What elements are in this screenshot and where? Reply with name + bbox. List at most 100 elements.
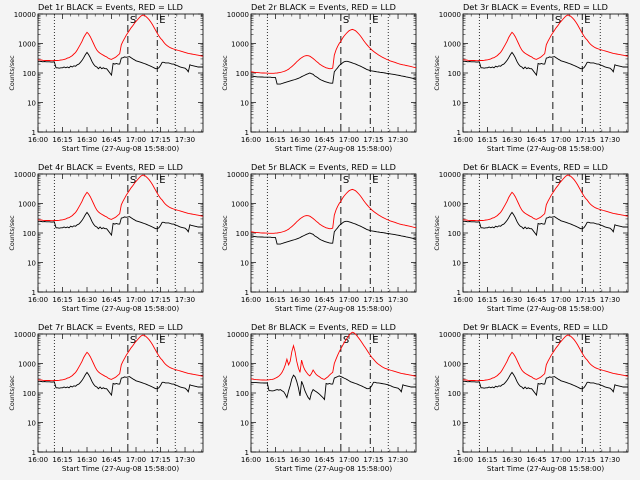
x-tick-label: 16:30 xyxy=(290,296,310,304)
x-tick-label: 16:15 xyxy=(477,296,497,304)
y-tick-label: 10000 xyxy=(439,11,461,19)
y-tick-label: 100 xyxy=(236,70,249,78)
y-tick-label: 10000 xyxy=(439,331,461,339)
x-axis-label: Start Time (27-Aug-08 15:58:00) xyxy=(487,144,604,153)
x-tick-label: 16:45 xyxy=(314,296,334,304)
y-tick-label: 10000 xyxy=(14,331,36,339)
x-tick-label: 17:15 xyxy=(575,456,595,464)
y-axis-label: Counts/sec xyxy=(433,215,441,251)
y-tick-label: 1 xyxy=(32,129,36,137)
y-tick-label: 1000 xyxy=(443,41,461,49)
panel-4: Det 4r BLACK = Events, RED = LLD 1 10 100 10… xyxy=(8,162,204,313)
x-tick-label: 16:45 xyxy=(101,296,121,304)
x-tick-label: 16:45 xyxy=(314,136,334,144)
start-marker-label: S xyxy=(130,15,136,26)
x-axis-label: Start Time (27-Aug-08 15:58:00) xyxy=(275,464,392,473)
y-tick-label: 1 xyxy=(457,449,461,457)
y-tick-label: 10 xyxy=(240,260,249,268)
x-tick-label: 16:00 xyxy=(28,136,48,144)
lld-series-line xyxy=(37,334,204,382)
x-tick-label: 16:15 xyxy=(477,136,497,144)
events-series-line xyxy=(463,371,628,397)
y-tick-label: 100 xyxy=(23,70,36,78)
x-tick-label: 16:15 xyxy=(52,456,72,464)
lld-series-line xyxy=(462,334,629,382)
y-tick-label: 10 xyxy=(27,260,36,268)
panel-title: Det 8r BLACK = Events, RED = LLD xyxy=(251,322,396,332)
x-tick-label: 16:45 xyxy=(314,456,334,464)
x-tick-label: 17:15 xyxy=(575,136,595,144)
y-tick-label: 100 xyxy=(23,230,36,238)
y-tick-label: 10 xyxy=(452,100,461,108)
y-tick-label: 1000 xyxy=(443,361,461,369)
panel-7: Det 7r BLACK = Events, RED = LLD 1 10 100 10… xyxy=(8,322,204,473)
y-tick-label: 1000 xyxy=(443,201,461,209)
y-tick-label: 1000 xyxy=(231,41,249,49)
x-tick-label: 17:00 xyxy=(339,296,359,304)
plot-frame xyxy=(37,173,204,293)
x-tick-label: 16:45 xyxy=(526,296,546,304)
x-tick-label: 17:30 xyxy=(175,296,195,304)
x-tick-label: 16:30 xyxy=(77,456,97,464)
plot-frame xyxy=(37,333,204,453)
lld-series-line xyxy=(37,14,204,62)
end-marker-label: E xyxy=(159,335,165,346)
y-tick-label: 10 xyxy=(452,420,461,428)
plot-frame xyxy=(462,173,629,293)
panel-title: Det 5r BLACK = Events, RED = LLD xyxy=(251,162,396,172)
start-marker-label: S xyxy=(343,175,349,186)
panel-title: Det 4r BLACK = Events, RED = LLD xyxy=(38,162,183,172)
y-tick-label: 100 xyxy=(23,390,36,398)
y-tick-label: 10000 xyxy=(227,331,249,339)
panel-title: Det 1r BLACK = Events, RED = LLD xyxy=(38,2,183,12)
x-tick-label: 16:15 xyxy=(477,456,497,464)
x-tick-label: 16:30 xyxy=(77,136,97,144)
y-tick-label: 100 xyxy=(236,390,249,398)
end-marker-label: E xyxy=(584,15,590,26)
end-marker-label: E xyxy=(372,175,378,186)
x-tick-label: 16:15 xyxy=(265,456,285,464)
y-tick-label: 100 xyxy=(448,390,461,398)
y-axis-label: Counts/sec xyxy=(221,375,229,411)
x-axis-label: Start Time (27-Aug-08 15:58:00) xyxy=(62,144,179,153)
x-axis-label: Start Time (27-Aug-08 15:58:00) xyxy=(62,304,179,313)
x-tick-label: 17:15 xyxy=(575,296,595,304)
y-axis-label: Counts/sec xyxy=(433,55,441,91)
x-tick-label: 16:15 xyxy=(265,136,285,144)
events-series-line xyxy=(250,220,417,245)
x-tick-label: 16:15 xyxy=(265,296,285,304)
y-tick-label: 10 xyxy=(240,420,249,428)
events-series-line xyxy=(38,51,203,77)
y-tick-label: 1000 xyxy=(18,361,36,369)
start-marker-label: S xyxy=(130,175,136,186)
lld-series-line xyxy=(37,174,204,222)
lld-series-line xyxy=(250,28,417,74)
y-tick-label: 1 xyxy=(32,449,36,457)
x-tick-label: 17:00 xyxy=(551,136,571,144)
end-marker-label: E xyxy=(159,15,165,26)
y-tick-label: 1 xyxy=(245,129,249,137)
y-tick-label: 1000 xyxy=(18,41,36,49)
start-marker-label: S xyxy=(130,335,136,346)
x-tick-label: 17:30 xyxy=(388,296,408,304)
y-tick-label: 1000 xyxy=(231,361,249,369)
x-tick-label: 16:30 xyxy=(502,296,522,304)
x-tick-label: 17:15 xyxy=(363,296,383,304)
plot-frame xyxy=(250,333,417,453)
y-tick-label: 10000 xyxy=(14,171,36,179)
x-tick-label: 16:30 xyxy=(502,456,522,464)
x-tick-label: 17:00 xyxy=(339,456,359,464)
y-tick-label: 100 xyxy=(236,230,249,238)
x-tick-label: 17:15 xyxy=(363,136,383,144)
plot-frame xyxy=(462,13,629,133)
panel-title: Det 6r BLACK = Events, RED = LLD xyxy=(463,162,608,172)
y-tick-label: 1 xyxy=(245,449,249,457)
x-tick-label: 17:15 xyxy=(150,136,170,144)
x-tick-label: 16:15 xyxy=(52,136,72,144)
y-axis-label: Counts/sec xyxy=(433,375,441,411)
y-tick-label: 10000 xyxy=(227,11,249,19)
y-tick-label: 1 xyxy=(457,289,461,297)
end-marker-label: E xyxy=(584,175,590,186)
x-tick-label: 16:30 xyxy=(502,136,522,144)
y-tick-label: 10000 xyxy=(14,11,36,19)
